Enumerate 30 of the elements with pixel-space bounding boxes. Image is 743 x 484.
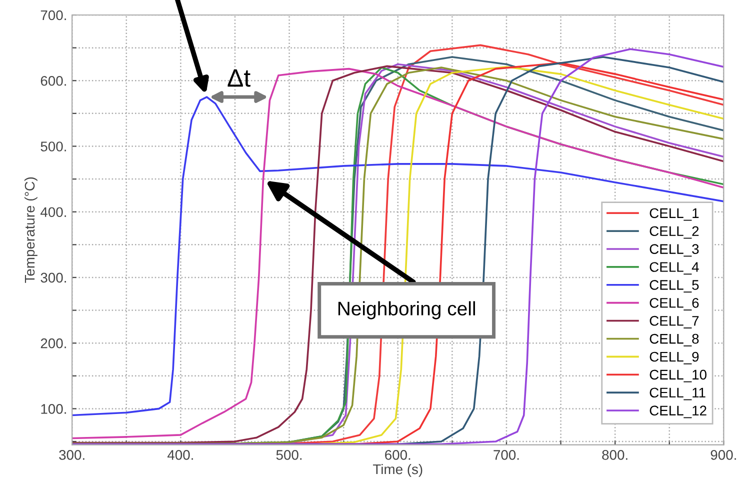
annotation: Neighboring cell (338, 301, 475, 320)
x-axis-title: Time (s) (372, 464, 422, 477)
y-tick-label: 100. (41, 404, 66, 414)
x-tick-label: 600. (385, 450, 410, 460)
legend-label: CELL_8 (650, 334, 699, 346)
y-tick-label: 600. (40, 76, 66, 86)
x-tick-label: 700. (494, 450, 519, 460)
y-tick-label: 200. (40, 338, 66, 348)
legend-label: CELL_2 (650, 226, 699, 239)
y-tick-label: 700. (40, 10, 66, 20)
y-axis-title: Temperature (°C) (24, 177, 38, 283)
legend-label: CELL_10 (650, 370, 706, 382)
legend-label: CELL_5 (650, 280, 699, 292)
x-tick-label: 500. (276, 450, 302, 460)
legend-label: CELL_3 (650, 244, 699, 257)
legend-label: CELL_4 (650, 262, 699, 275)
x-tick-label: 900. (710, 450, 736, 460)
x-tick-label: 400. (167, 450, 193, 460)
x-tick-label: 800. (602, 450, 628, 460)
legend-label: CELL_6 (650, 298, 699, 310)
y-tick-label: 300. (40, 272, 66, 283)
y-tick-label: 500. (40, 142, 66, 152)
y-tick-label: 400. (40, 207, 66, 218)
annotation: Δt (228, 69, 250, 87)
legend-label: CELL_7 (650, 316, 699, 328)
x-tick-label: 300. (59, 450, 84, 460)
legend-label: CELL_9 (650, 352, 699, 364)
legend-label: CELL_1 (650, 208, 699, 221)
legend-label: CELL_11 (650, 388, 706, 400)
legend-label: CELL_12 (650, 406, 706, 418)
